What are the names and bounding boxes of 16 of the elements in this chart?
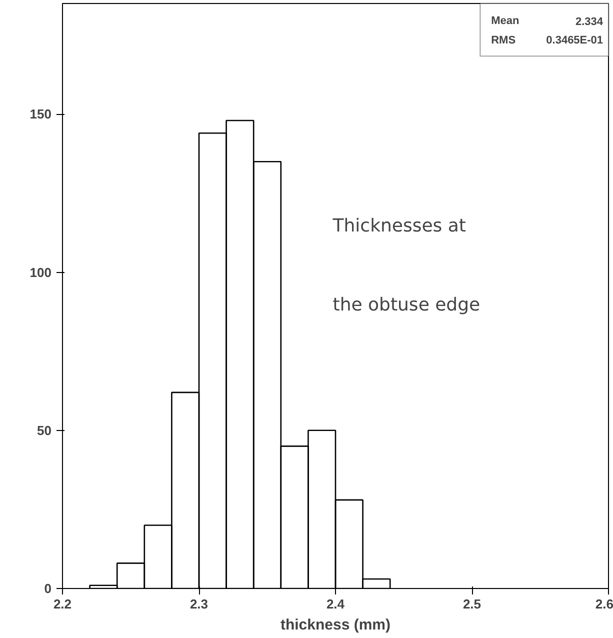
y-tick-label: 100 — [30, 264, 52, 280]
annotation: Thicknesses at — [332, 215, 466, 236]
annotation: 0.3465E-01 — [546, 34, 604, 46]
y-tick-label: 150 — [30, 106, 52, 122]
annotation: RMS — [491, 34, 516, 46]
x-tick-label: 2.3 — [190, 596, 208, 612]
annotation: Mean — [491, 15, 520, 28]
x-tick-label: 2.2 — [53, 596, 72, 612]
y-tick-label: 50 — [37, 422, 52, 438]
x-tick-label: 2.5 — [462, 596, 482, 612]
x-axis-title: thickness (mm) — [280, 616, 391, 634]
x-tick-label: 2.4 — [326, 596, 346, 612]
y-tick-label: 0 — [44, 581, 52, 596]
annotation: the obtuse edge — [332, 294, 480, 316]
x-tick-label: 2.6 — [595, 596, 613, 612]
annotation: 2.334 — [576, 16, 604, 28]
